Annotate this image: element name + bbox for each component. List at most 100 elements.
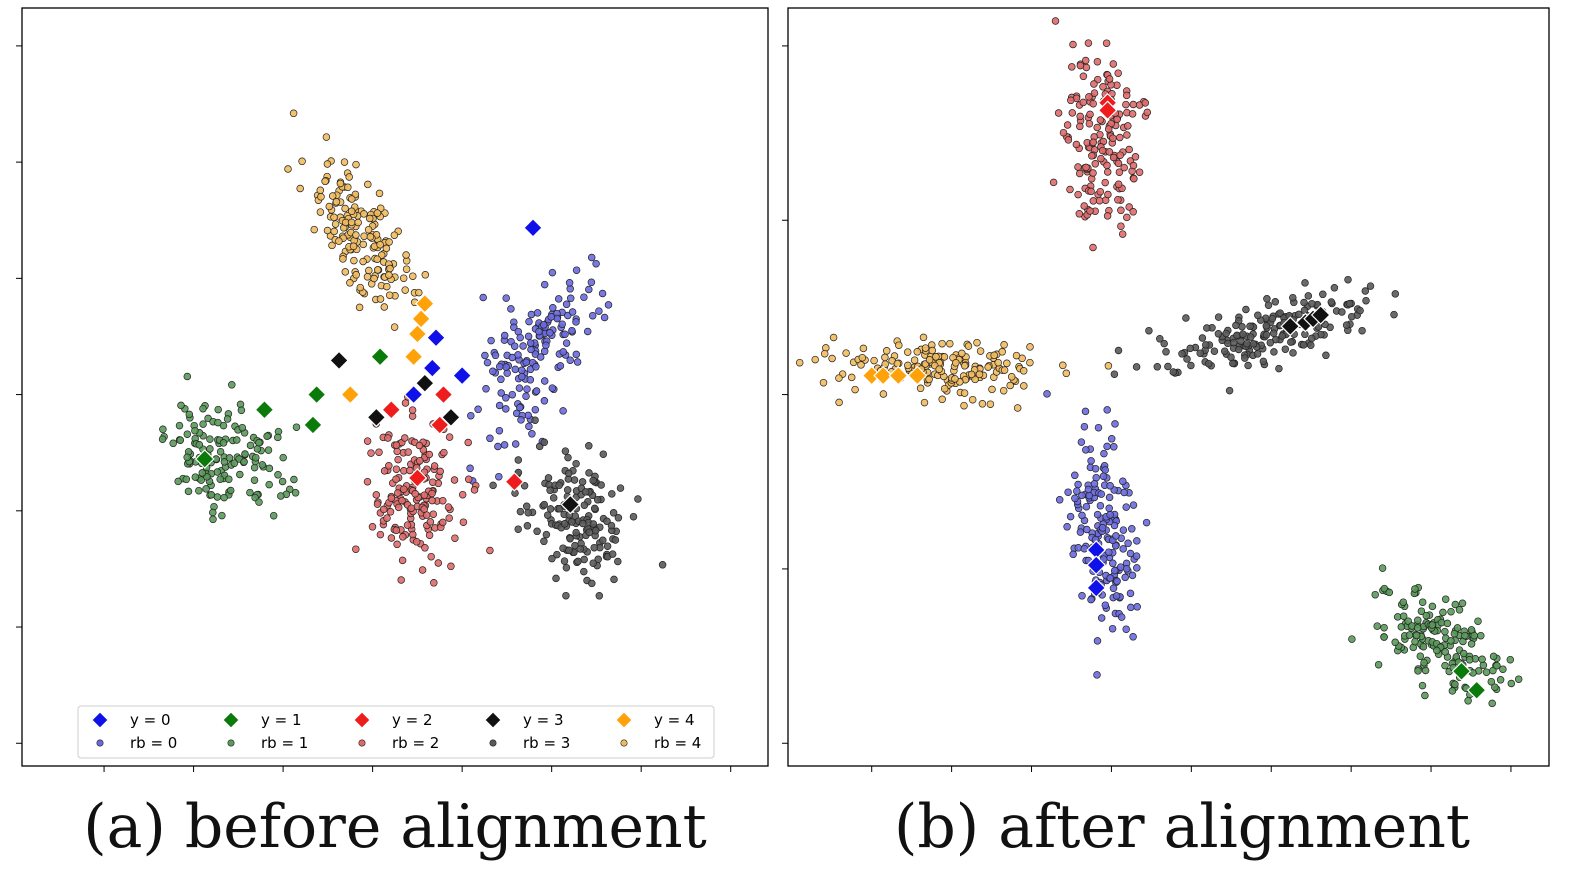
rb-point-class-2 bbox=[392, 475, 400, 483]
rb-point-class-3 bbox=[588, 579, 596, 588]
rb-point-class-2 bbox=[363, 477, 372, 486]
rb-point-class-4 bbox=[323, 226, 332, 235]
rb-point-class-2 bbox=[1143, 108, 1152, 117]
rb-point-class-4 bbox=[365, 266, 373, 275]
rb-point-class-0 bbox=[1133, 603, 1141, 611]
rb-point-class-0 bbox=[525, 422, 533, 431]
rb-point-class-2 bbox=[372, 491, 381, 499]
rb-point-class-2 bbox=[411, 490, 419, 498]
rb-point-class-1 bbox=[241, 450, 249, 458]
rb-point-class-0 bbox=[600, 313, 609, 322]
rb-point-class-3 bbox=[614, 514, 623, 522]
rb-point-class-1 bbox=[185, 410, 194, 419]
rb-point-class-4 bbox=[316, 186, 325, 195]
rb-point-class-2 bbox=[1130, 174, 1138, 183]
rb-point-class-3 bbox=[1229, 338, 1238, 347]
rb-point-class-4 bbox=[390, 231, 399, 239]
caption-a-label: (a) bbox=[83, 792, 166, 862]
rb-point-class-3 bbox=[563, 486, 572, 494]
rb-point-class-3 bbox=[579, 519, 587, 528]
rb-point-class-3 bbox=[658, 561, 667, 569]
rb-point-class-3 bbox=[595, 592, 604, 600]
rb-point-class-4 bbox=[881, 360, 889, 368]
rb-point-class-3 bbox=[1145, 326, 1153, 335]
rb-point-class-3 bbox=[1220, 347, 1229, 355]
rb-point-class-2 bbox=[450, 476, 459, 484]
rb-point-class-2 bbox=[459, 518, 468, 526]
rb-point-class-0 bbox=[1064, 488, 1072, 496]
rb-point-class-2 bbox=[1089, 169, 1097, 177]
rb-point-class-0 bbox=[1109, 584, 1118, 593]
rb-point-class-0 bbox=[518, 366, 526, 375]
rb-point-class-1 bbox=[1380, 633, 1388, 641]
rb-point-class-3 bbox=[585, 469, 593, 477]
rb-point-class-2 bbox=[385, 462, 393, 470]
rb-point-class-2 bbox=[1122, 91, 1131, 100]
rb-point-class-0 bbox=[1124, 539, 1132, 548]
rb-point-class-0 bbox=[516, 403, 524, 412]
rb-point-class-2 bbox=[1063, 121, 1072, 129]
rb-point-class-1 bbox=[1474, 617, 1482, 625]
rb-point-class-0 bbox=[511, 440, 520, 448]
rb-point-class-4 bbox=[317, 193, 325, 201]
rb-point-class-0 bbox=[1087, 595, 1095, 604]
rb-point-class-4 bbox=[971, 375, 979, 384]
rb-point-class-1 bbox=[1411, 637, 1419, 646]
rb-point-class-0 bbox=[1099, 472, 1108, 481]
rb-point-class-3 bbox=[1249, 340, 1258, 348]
rb-point-class-1 bbox=[1397, 623, 1406, 631]
rb-point-class-0 bbox=[587, 253, 596, 262]
rb-point-class-2 bbox=[392, 526, 401, 535]
rb-point-class-2 bbox=[1118, 230, 1127, 238]
rb-point-class-0 bbox=[474, 405, 482, 414]
rb-point-class-3 bbox=[1300, 298, 1308, 307]
rb-point-class-2 bbox=[1116, 151, 1124, 159]
rb-point-class-0 bbox=[1119, 477, 1127, 486]
rb-point-class-2 bbox=[436, 467, 444, 476]
rb-point-class-3 bbox=[564, 469, 573, 478]
rb-point-class-0 bbox=[1055, 496, 1064, 504]
rb-point-class-0 bbox=[1106, 511, 1114, 519]
rb-point-class-2 bbox=[425, 531, 434, 539]
rb-point-class-3 bbox=[540, 500, 549, 509]
rb-point-class-3 bbox=[531, 416, 539, 424]
rb-point-class-1 bbox=[1422, 611, 1431, 620]
rb-point-class-1 bbox=[252, 453, 260, 462]
rb-point-class-1 bbox=[1428, 602, 1437, 611]
rb-point-class-2 bbox=[394, 455, 402, 464]
rb-point-class-1 bbox=[1450, 629, 1459, 638]
rb-point-class-0 bbox=[1074, 480, 1082, 489]
rb-point-class-1 bbox=[1380, 584, 1389, 593]
rb-point-class-1 bbox=[1416, 652, 1425, 660]
rb-point-class-0 bbox=[587, 278, 596, 287]
rb-point-class-4 bbox=[1013, 404, 1022, 412]
rb-point-class-3 bbox=[580, 501, 589, 509]
rb-point-class-3 bbox=[1153, 363, 1162, 371]
rb-point-class-4 bbox=[928, 346, 937, 355]
rb-point-class-2 bbox=[352, 545, 360, 553]
rb-point-class-4 bbox=[402, 251, 410, 259]
rb-point-class-1 bbox=[265, 464, 274, 473]
rb-point-class-1 bbox=[1443, 619, 1452, 628]
rb-point-class-4 bbox=[385, 291, 394, 299]
rb-point-class-1 bbox=[1477, 631, 1485, 640]
rb-point-class-3 bbox=[546, 486, 554, 495]
rb-point-class-2 bbox=[415, 441, 424, 450]
rb-point-class-3 bbox=[599, 450, 608, 458]
rb-point-class-4 bbox=[828, 354, 836, 363]
rb-point-class-2 bbox=[428, 496, 436, 505]
rb-point-class-1 bbox=[223, 415, 232, 423]
rb-point-class-2 bbox=[1114, 196, 1122, 204]
rb-point-class-0 bbox=[1081, 407, 1090, 416]
rb-point-class-2 bbox=[1125, 203, 1133, 211]
rb-point-class-3 bbox=[1210, 347, 1219, 355]
rb-point-class-0 bbox=[1100, 449, 1108, 458]
rb-point-class-3 bbox=[1246, 333, 1255, 341]
rb-point-class-0 bbox=[1080, 422, 1089, 431]
rb-point-class-3 bbox=[616, 484, 625, 492]
rb-point-class-1 bbox=[1447, 607, 1455, 616]
rb-point-class-2 bbox=[434, 559, 443, 567]
rb-point-class-4 bbox=[994, 358, 1002, 367]
rb-point-class-1 bbox=[255, 498, 263, 506]
rb-point-class-0 bbox=[554, 295, 563, 303]
